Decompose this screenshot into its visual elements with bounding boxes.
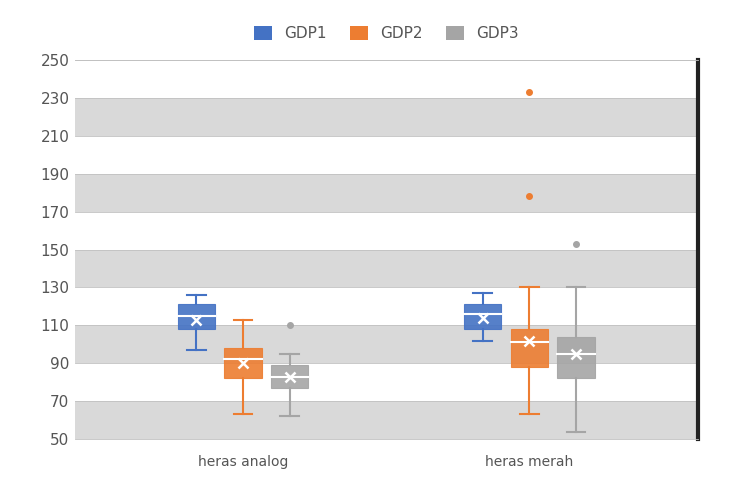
Bar bbox=[75, 250, 698, 287]
Bar bbox=[464, 304, 502, 329]
Legend: GDP1, GDP2, GDP3: GDP1, GDP2, GDP3 bbox=[246, 18, 526, 48]
Bar bbox=[75, 325, 698, 363]
Bar bbox=[75, 363, 698, 401]
Bar bbox=[75, 60, 698, 98]
Bar bbox=[75, 98, 698, 136]
Bar bbox=[75, 174, 698, 212]
Bar bbox=[557, 337, 595, 378]
Bar bbox=[271, 365, 308, 388]
Bar bbox=[75, 136, 698, 174]
Bar bbox=[511, 329, 548, 367]
Bar bbox=[224, 348, 262, 378]
Bar bbox=[75, 212, 698, 250]
Bar bbox=[75, 401, 698, 439]
Bar bbox=[75, 287, 698, 325]
Bar bbox=[178, 304, 215, 329]
